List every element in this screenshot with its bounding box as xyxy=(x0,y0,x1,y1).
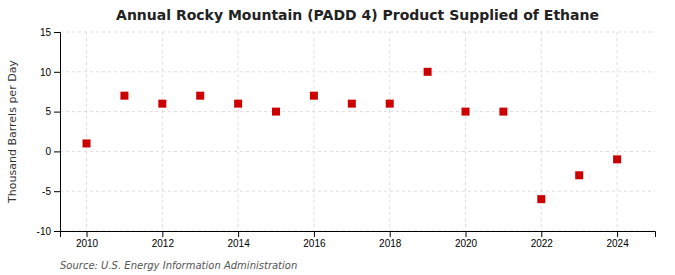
point xyxy=(310,92,318,100)
x-tick: 2022 xyxy=(531,231,554,249)
point xyxy=(158,100,166,108)
x-tick-mark xyxy=(617,231,618,237)
y-tick: 15 xyxy=(40,27,60,38)
y-tick-mark xyxy=(54,112,60,113)
y-tick-mark xyxy=(54,32,60,33)
grid-line-y xyxy=(60,191,655,192)
chart: 2010 2012 2014 2016 2018 2020 2022 2024 -10 -5 0 5 1… xyxy=(0,0,675,275)
grid-line-y xyxy=(60,111,655,112)
x-tick-label: 2016 xyxy=(303,238,326,249)
point xyxy=(272,108,280,116)
x-tick-mark xyxy=(87,231,88,237)
y-tick-mark xyxy=(54,72,60,73)
y-tick-mark xyxy=(54,191,60,192)
x-tick: 2020 xyxy=(455,231,478,249)
y-tick: 5 xyxy=(45,106,60,117)
grid-line-x xyxy=(465,32,466,231)
point xyxy=(348,100,356,108)
annotation: Source: U.S. Energy Information Administ… xyxy=(60,260,297,271)
point xyxy=(234,100,242,108)
y-tick: 10 xyxy=(40,67,60,78)
point xyxy=(196,92,204,100)
x-tick: 2016 xyxy=(303,231,326,249)
y-tick-label: 0 xyxy=(45,146,51,157)
x-tick-mark xyxy=(238,231,239,237)
grid-line-y xyxy=(60,32,655,33)
point xyxy=(386,100,394,108)
y-tick-label: 15 xyxy=(40,27,52,38)
y-axis-title: Thousand Barrels per Day xyxy=(6,60,19,204)
grid xyxy=(60,32,655,231)
y-tick-label: -5 xyxy=(42,186,51,197)
point xyxy=(120,92,128,100)
y-tick-label: 10 xyxy=(40,67,52,78)
grid-line-y xyxy=(60,71,655,72)
x-tick-label: 2014 xyxy=(227,238,250,249)
y-tick-label: -10 xyxy=(37,226,52,237)
point xyxy=(499,108,507,116)
point xyxy=(575,171,583,179)
x-tick: 2014 xyxy=(227,231,250,249)
x-tick-label: 2024 xyxy=(606,238,629,249)
x-tick-mark xyxy=(466,231,467,237)
y-tick: 0 xyxy=(45,146,60,157)
grid-line-x xyxy=(238,32,239,231)
y-tick-mark xyxy=(54,151,60,152)
y-axis-line xyxy=(54,33,61,232)
point xyxy=(424,68,432,76)
y-tick: -10 xyxy=(37,226,60,237)
y-tick-label: 5 xyxy=(45,106,51,117)
grid-line-x xyxy=(313,32,314,231)
x-tick: 2018 xyxy=(379,231,402,249)
x-tick-mark xyxy=(314,231,315,237)
x-axis-line xyxy=(61,232,656,238)
x-tick-label: 2012 xyxy=(152,238,175,249)
grid-line-y xyxy=(60,151,655,152)
title: Annual Rocky Mountain (PADD 4) Product S… xyxy=(116,7,599,23)
plot-area xyxy=(83,68,622,203)
y-tick: -5 xyxy=(42,186,60,197)
x-tick-mark xyxy=(162,231,163,237)
grid-line-x xyxy=(617,32,618,231)
x-tick-label: 2022 xyxy=(531,238,554,249)
x-tick: 2012 xyxy=(152,231,175,249)
grid-line-x xyxy=(162,32,163,231)
point xyxy=(83,139,91,147)
x-tick-label: 2010 xyxy=(76,238,99,249)
x-tick-mark xyxy=(541,231,542,237)
point xyxy=(462,108,470,116)
x-tick-label: 2020 xyxy=(455,238,478,249)
grid-line-x xyxy=(389,32,390,231)
x-axis: 2010 2012 2014 2016 2018 2020 2022 2024 xyxy=(61,231,656,249)
grid-line-x xyxy=(86,32,87,231)
y-axis: -10 -5 0 5 10 15 xyxy=(37,27,61,237)
y-tick-mark xyxy=(54,231,60,232)
point xyxy=(537,195,545,203)
point xyxy=(613,155,621,163)
x-tick-label: 2018 xyxy=(379,238,402,249)
x-tick-mark xyxy=(390,231,391,237)
x-tick: 2010 xyxy=(76,231,99,249)
x-tick: 2024 xyxy=(606,231,629,249)
